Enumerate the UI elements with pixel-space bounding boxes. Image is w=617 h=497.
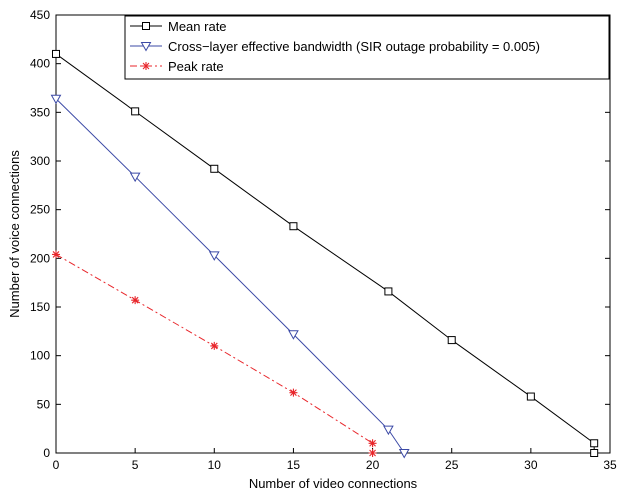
data-point <box>368 449 377 457</box>
data-point <box>590 439 599 448</box>
data-point <box>50 94 62 105</box>
series-line <box>55 98 405 454</box>
x-tick-label: 35 <box>603 458 617 472</box>
series-2 <box>50 94 410 459</box>
data-point <box>590 449 599 457</box>
y-tick-label: 300 <box>30 154 50 168</box>
data-point <box>368 439 377 448</box>
data-point <box>289 388 298 397</box>
legend-marker <box>142 62 150 70</box>
x-tick-label: 0 <box>53 458 60 472</box>
data-point <box>210 164 219 173</box>
legend-label: Mean rate <box>168 19 227 34</box>
x-axis-label: Number of video connections <box>249 476 418 491</box>
data-point <box>384 287 393 296</box>
y-tick-label: 450 <box>30 8 50 22</box>
x-tick-label: 20 <box>366 458 380 472</box>
data-point <box>210 341 219 350</box>
legend: Mean rate Cross−layer effective bandwidth… <box>124 15 610 80</box>
data-point <box>52 250 60 259</box>
series-1 <box>52 49 599 457</box>
y-tick-label: 150 <box>30 300 50 314</box>
y-tick-label: 0 <box>43 446 50 460</box>
y-tick-label: 350 <box>30 105 50 119</box>
x-tick-label: 25 <box>445 458 459 472</box>
legend-label: Cross−layer effective bandwidth (SIR out… <box>168 39 540 54</box>
data-point <box>208 251 220 261</box>
data-point <box>398 449 410 459</box>
y-tick-label: 100 <box>30 349 50 363</box>
data-point <box>131 107 140 116</box>
y-tick-label: 250 <box>30 203 50 217</box>
data-point <box>383 425 394 436</box>
y-tick-label: 50 <box>37 397 51 411</box>
data-point <box>131 296 140 305</box>
data-point <box>526 392 535 401</box>
y-tick-label: 200 <box>30 251 50 265</box>
x-tick-label: 30 <box>524 458 538 472</box>
x-tick-label: 10 <box>208 458 222 472</box>
legend-marker <box>142 22 150 30</box>
series-3 <box>52 250 377 457</box>
legend-marker <box>140 42 152 52</box>
data-point <box>129 172 141 183</box>
legend-label: Peak rate <box>168 59 224 74</box>
legend-box <box>124 15 610 80</box>
x-tick-label: 15 <box>287 458 301 472</box>
data-point <box>447 336 456 345</box>
data-point <box>52 49 60 58</box>
x-tick-label: 5 <box>132 458 139 472</box>
plot-area <box>55 14 611 454</box>
y-tick-label: 400 <box>30 57 50 71</box>
y-axis-label: Number of voice connections <box>7 150 22 318</box>
data-point <box>289 222 298 231</box>
data-point <box>288 330 299 340</box>
